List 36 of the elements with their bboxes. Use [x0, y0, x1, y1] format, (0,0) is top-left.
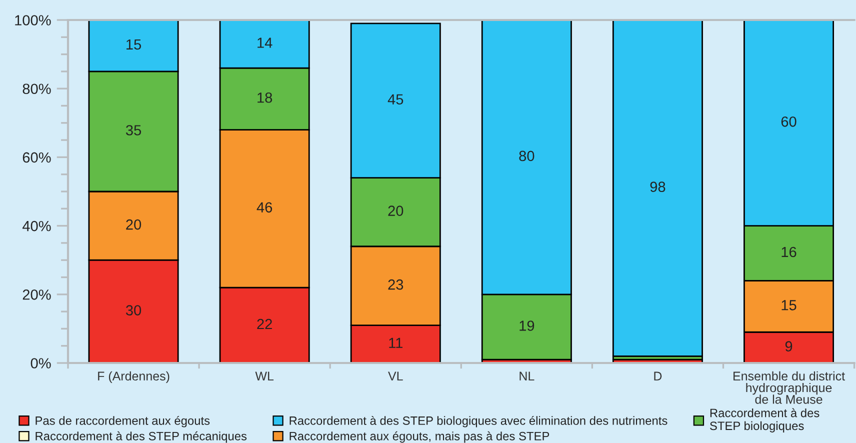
- y-tick-label: 80%: [22, 84, 51, 94]
- legend-label: Raccordement à des STEP mécaniques: [36, 431, 247, 443]
- legend-label: Raccordement à des STEP biologiques avec élimination des nutriments: [290, 416, 668, 428]
- data-label: 80: [519, 150, 534, 162]
- y-tick-label: 60%: [22, 152, 51, 163]
- data-label: 19: [520, 320, 534, 331]
- data-label: 18: [258, 92, 272, 103]
- y-tick-label: 40%: [22, 220, 51, 232]
- data-label: 20: [126, 219, 142, 230]
- data-label: 15: [782, 300, 796, 310]
- x-tick-label: F (Ardennes): [98, 371, 170, 383]
- data-label: 45: [388, 94, 404, 105]
- x-tick-label: D: [654, 372, 662, 380]
- data-label: 60: [781, 116, 796, 127]
- data-label: 9: [785, 341, 792, 352]
- y-tick-label: 0%: [30, 358, 51, 368]
- x-tick-label: NL: [520, 372, 534, 380]
- data-label: 30: [126, 305, 142, 316]
- data-label: 14: [258, 38, 272, 48]
- x-tick-label: WL: [255, 372, 274, 380]
- data-label: 15: [126, 39, 142, 50]
- y-tick-label: 100%: [15, 15, 51, 26]
- x-tick-label: VL: [388, 372, 403, 380]
- legend-label: Pas de raccordement aux égouts: [36, 416, 210, 428]
- data-label: 11: [389, 338, 402, 348]
- data-label: 20: [388, 206, 404, 216]
- data-label: 22: [257, 318, 272, 330]
- data-label: 46: [256, 202, 272, 213]
- legend-label: Raccordement aux égouts, mais pas à des STEP: [290, 431, 550, 443]
- y-tick-label: 20%: [22, 290, 51, 300]
- data-label: 23: [388, 279, 404, 290]
- data-label: 16: [782, 246, 796, 258]
- legend-label: Raccordement à des STEP biologiques: [710, 408, 820, 432]
- data-label: 35: [126, 125, 142, 136]
- x-tick-label: Ensemble du district hydrographique de la Meuse: [734, 371, 845, 404]
- data-label: 98: [650, 182, 666, 192]
